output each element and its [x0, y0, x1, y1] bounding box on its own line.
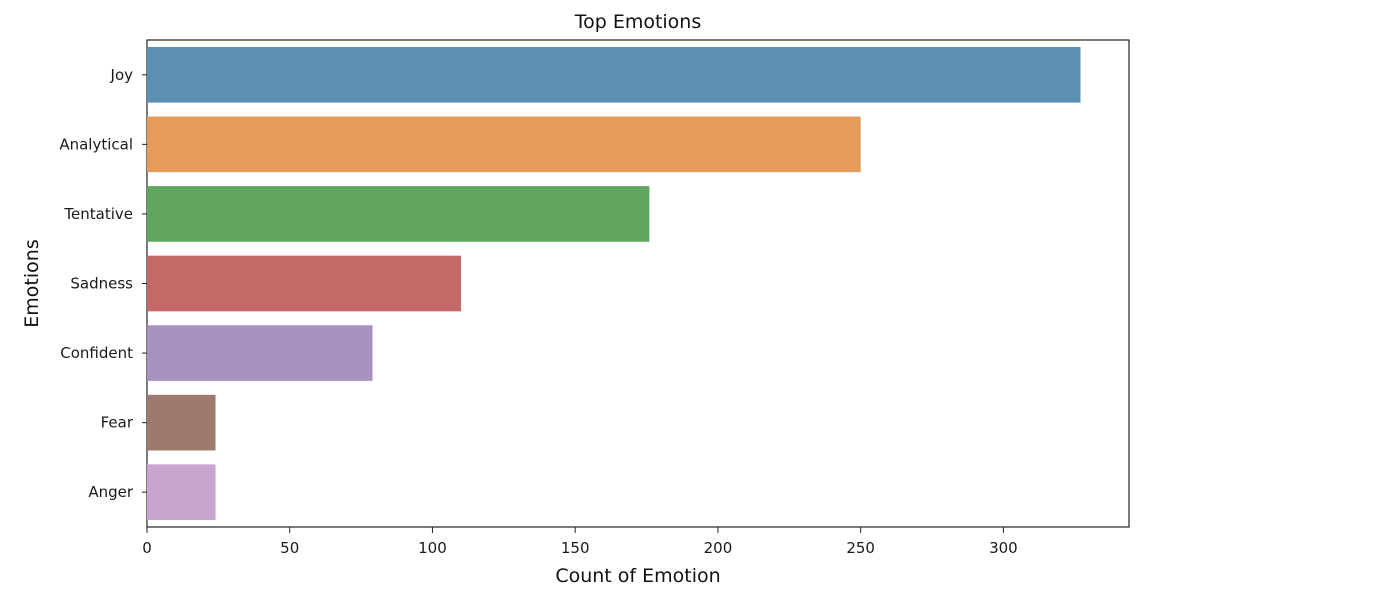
y-tick-label-tentative: Tentative	[63, 205, 133, 223]
x-tick-label: 200	[704, 539, 733, 557]
x-tick-label: 300	[989, 539, 1018, 557]
bars-group	[147, 46, 1081, 521]
y-tick-label-analytical: Analytical	[59, 135, 133, 153]
y-tick-label-fear: Fear	[101, 414, 134, 432]
bar-anger	[147, 464, 216, 521]
y-axis-title: Emotions	[21, 239, 43, 327]
bar-fear	[147, 394, 216, 451]
chart-title: Top Emotions	[574, 11, 702, 33]
x-tick-label: 50	[280, 539, 299, 557]
y-axis-ticks: Joy Analytical Tentative Sadness Confident Fe…	[59, 66, 147, 501]
y-tick-label-joy: Joy	[110, 66, 134, 84]
bar-joy	[147, 46, 1081, 103]
x-axis-ticks: 0 50 100 150 200 250 300	[142, 527, 1018, 557]
x-tick-label: 100	[418, 539, 447, 557]
y-tick-label-anger: Anger	[88, 483, 134, 501]
y-tick-label-confident: Confident	[60, 344, 133, 362]
bar-analytical	[147, 116, 861, 173]
x-tick-label: 0	[142, 539, 152, 557]
x-axis-title: Count of Emotion	[555, 565, 720, 587]
bar-confident	[147, 325, 373, 381]
bar-sadness	[147, 255, 462, 312]
x-tick-label: 250	[846, 539, 875, 557]
y-tick-label-sadness: Sadness	[70, 275, 133, 293]
bar-tentative	[147, 186, 650, 242]
x-tick-label: 150	[561, 539, 590, 557]
